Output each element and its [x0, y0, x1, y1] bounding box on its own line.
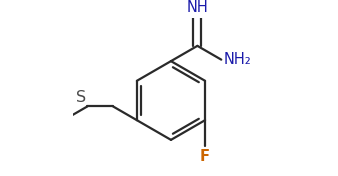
Text: F: F: [200, 149, 210, 164]
Text: NH: NH: [187, 0, 208, 15]
Text: NH₂: NH₂: [223, 52, 251, 67]
Text: S: S: [76, 90, 87, 105]
